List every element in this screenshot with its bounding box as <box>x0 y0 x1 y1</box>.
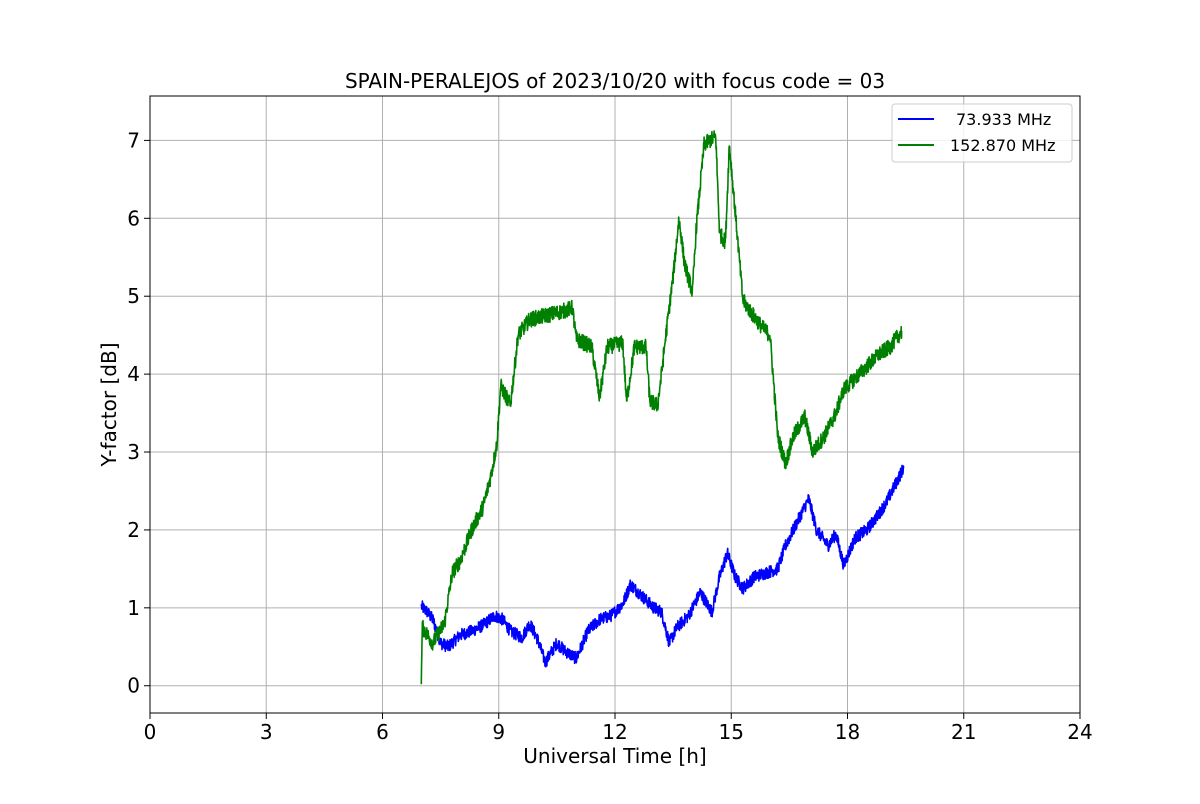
y-tick-label: 4 <box>127 362 140 386</box>
x-tick-label: 9 <box>492 720 505 744</box>
grid-layer <box>150 96 1080 713</box>
legend-box <box>891 103 1073 163</box>
y-axis-label: Y-factor [dB] <box>97 342 121 467</box>
chart-title: SPAIN-PERALEJOS of 2023/10/20 with focus… <box>345 69 885 93</box>
y-tick-label: 6 <box>127 206 140 230</box>
y-tick-label: 0 <box>127 674 140 698</box>
x-tick-label: 3 <box>260 720 273 744</box>
x-tick-label: 24 <box>1067 720 1092 744</box>
legend: 73.933 MHz 152.870 MHz <box>891 103 1073 163</box>
x-tick-label: 12 <box>602 720 627 744</box>
x-tick-label: 21 <box>951 720 976 744</box>
y-tick-label: 1 <box>127 596 140 620</box>
x-tick-label: 0 <box>144 720 157 744</box>
x-tick-label: 18 <box>835 720 860 744</box>
legend-label-152-mhz: 152.870 MHz <box>950 136 1055 155</box>
y-tick-label: 5 <box>127 284 140 308</box>
x-tick-label: 15 <box>719 720 744 744</box>
y-tick-label: 3 <box>127 440 140 464</box>
legend-label-73-mhz: 73.933 MHz <box>956 110 1051 129</box>
x-tick-label: 6 <box>376 720 389 744</box>
series-line-0 <box>420 464 905 668</box>
y-tick-label: 2 <box>127 518 140 542</box>
y-tick-label: 7 <box>127 128 140 152</box>
series-line-1 <box>420 130 903 685</box>
series-layer <box>420 130 905 685</box>
x-axis-label: Universal Time [h] <box>523 744 706 768</box>
